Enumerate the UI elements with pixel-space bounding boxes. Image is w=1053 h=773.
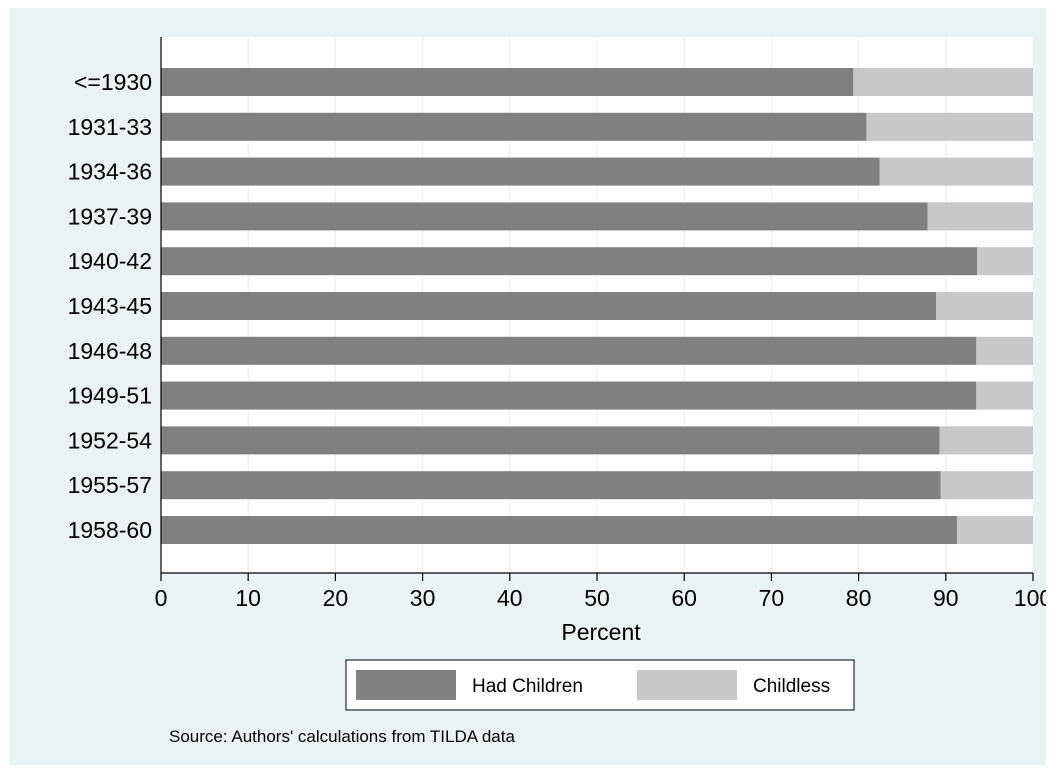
bar-had-children-8 <box>161 426 940 455</box>
x-tick-label-10: 10 <box>235 585 261 611</box>
legend-label-childless: Childless <box>753 676 830 697</box>
bar-childless-8 <box>939 426 1033 455</box>
category-label-5: 1943-45 <box>68 293 152 319</box>
bar-childless-1 <box>866 112 1033 141</box>
category-label-6: 1946-48 <box>68 338 152 364</box>
category-label-10: 1958-60 <box>68 517 152 543</box>
category-labels: <=1930 1931-33 1934-36 1937-39 1940-42 1943-4… <box>68 69 153 543</box>
bar-had-children-10 <box>161 516 958 544</box>
chart: <=1930 1931-33 1934-36 1937-39 1940-42 1943-4… <box>68 37 1046 746</box>
chart-frame: <=1930 1931-33 1934-36 1937-39 1940-42 1943-4… <box>9 8 1046 765</box>
bar-had-children-2 <box>161 157 880 186</box>
bars <box>161 68 1033 544</box>
bar-childless-6 <box>976 336 1033 365</box>
legend: Had Children Childless <box>345 659 855 711</box>
category-label-7: 1949-51 <box>68 383 152 409</box>
bar-had-children-0 <box>161 68 854 96</box>
category-label-3: 1937-39 <box>68 203 152 229</box>
bar-childless-3 <box>927 202 1033 231</box>
category-label-1: 1931-33 <box>68 114 152 140</box>
legend-swatch-had-children <box>356 670 456 700</box>
bar-had-children-7 <box>161 381 977 410</box>
x-tick-label-40: 40 <box>497 585 523 611</box>
bar-childless-4 <box>977 247 1033 276</box>
x-tick-label-90: 90 <box>933 585 959 611</box>
x-tick-label-100: 100 <box>1014 585 1046 611</box>
x-tick-label-50: 50 <box>584 585 610 611</box>
legend-swatch-childless <box>637 670 737 700</box>
x-tick-label-80: 80 <box>846 585 872 611</box>
x-tick-label-60: 60 <box>671 585 697 611</box>
bar-childless-7 <box>976 381 1033 410</box>
bar-childless-9 <box>940 471 1033 500</box>
category-label-9: 1955-57 <box>68 472 152 498</box>
bar-had-children-6 <box>161 336 977 365</box>
category-label-2: 1934-36 <box>68 159 152 185</box>
bar-childless-5 <box>936 292 1033 320</box>
x-tick-label-20: 20 <box>323 585 349 611</box>
category-label-0: <=1930 <box>74 69 152 95</box>
source-note: Source: Authors' calculations from TILDA… <box>169 727 515 746</box>
category-label-8: 1952-54 <box>68 427 153 453</box>
legend-label-had-children: Had Children <box>472 676 583 697</box>
x-tick-label-0: 0 <box>155 585 168 611</box>
bar-had-children-5 <box>161 292 937 320</box>
x-tick-label-70: 70 <box>759 585 785 611</box>
x-ticks: 0 10 20 30 40 50 60 70 80 90 100 <box>155 573 1046 611</box>
x-tick-label-30: 30 <box>410 585 436 611</box>
bar-childless-2 <box>879 157 1033 186</box>
bar-had-children-9 <box>161 471 941 500</box>
bar-had-children-3 <box>161 202 928 231</box>
bar-childless-0 <box>853 68 1033 96</box>
x-axis-title: Percent <box>561 619 641 645</box>
bar-had-children-1 <box>161 112 867 141</box>
category-label-4: 1940-42 <box>68 248 152 274</box>
bar-had-children-4 <box>161 247 978 276</box>
bar-childless-10 <box>957 516 1033 544</box>
